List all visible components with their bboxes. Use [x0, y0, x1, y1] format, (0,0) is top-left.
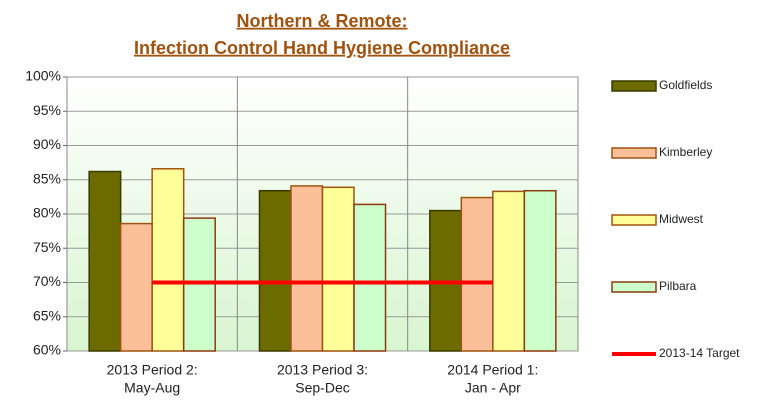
legend-label: 2013-14 Target: [659, 346, 740, 360]
y-tick-label: 75%: [33, 239, 61, 255]
y-tick-label: 100%: [25, 68, 61, 84]
bar: [182, 217, 216, 352]
x-tick-label: Jan - Apr: [465, 380, 521, 396]
bar: [321, 186, 355, 352]
x-tick-label: May-Aug: [124, 380, 180, 396]
y-tick-label: 95%: [33, 102, 61, 118]
y-tick-label: 85%: [33, 170, 61, 186]
chart-title: Northern & Remote:: [236, 11, 407, 31]
bar: [88, 170, 122, 352]
x-tick-label: 2013 Period 3:: [277, 362, 368, 378]
legend-swatch: [611, 281, 657, 293]
legend-label: Goldfields: [659, 78, 712, 92]
bar: [258, 189, 292, 352]
legend-swatch: [611, 80, 657, 92]
y-tick-label: 60%: [33, 342, 61, 358]
x-tick-label: 2014 Period 1:: [447, 362, 538, 378]
y-tick-label: 80%: [33, 205, 61, 221]
bar: [151, 168, 185, 352]
bar: [119, 222, 153, 352]
x-tick-label: Sep-Dec: [295, 380, 349, 396]
legend-label: Pilbara: [659, 279, 697, 293]
y-tick-label: 65%: [33, 307, 61, 323]
bar: [290, 185, 324, 352]
legend-label: Kimberley: [659, 145, 712, 159]
bar: [523, 189, 557, 352]
y-tick-label: 90%: [33, 136, 61, 152]
legend-swatch: [611, 147, 657, 159]
bar: [353, 203, 387, 352]
legend-label: Midwest: [659, 212, 704, 226]
y-tick-label: 70%: [33, 273, 61, 289]
legend-swatch: [611, 214, 657, 226]
chart-title: Infection Control Hand Hygiene Complianc…: [134, 38, 510, 58]
bar: [492, 190, 526, 352]
bar: [460, 196, 494, 352]
x-tick-label: 2013 Period 2:: [107, 362, 198, 378]
